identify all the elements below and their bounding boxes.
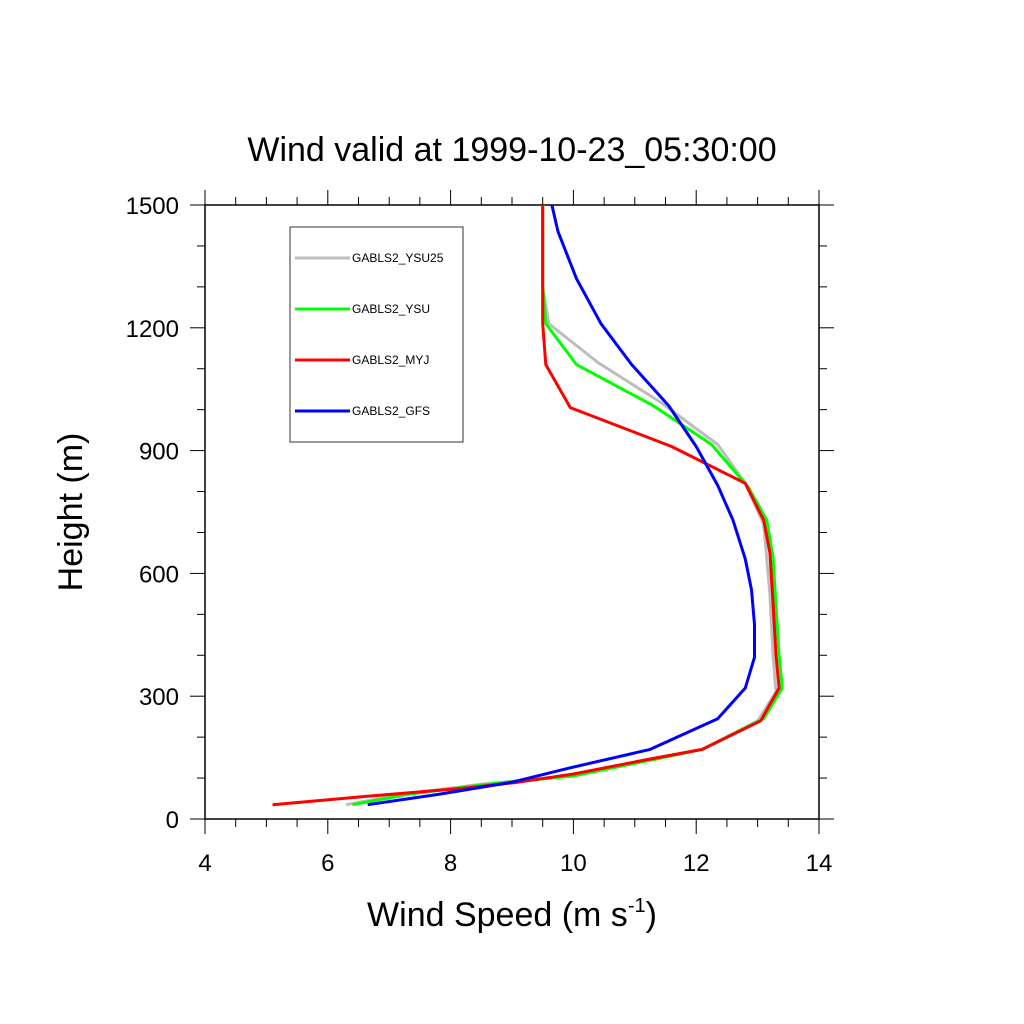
- x-axis-label: Wind Speed (m s-1): [367, 895, 657, 934]
- y-tick-label: 900: [139, 439, 179, 466]
- axis-ticks: [190, 190, 834, 834]
- legend: GABLS2_YSU25 GABLS2_YSU GABLS2_MYJ GABLS2_G…: [289, 226, 464, 443]
- legend-label: GABLS2_YSU: [352, 302, 430, 316]
- x-axis-label-tail: ): [646, 896, 657, 934]
- legend-label: GABLS2_GFS: [352, 404, 430, 418]
- legend-label: GABLS2_MYJ: [352, 353, 429, 367]
- chart-title: Wind valid at 1999-10-23_05:30:00: [247, 131, 776, 169]
- x-tick-label: 10: [560, 850, 587, 877]
- x-tick-label: 6: [321, 850, 334, 877]
- x-axis-label-superscript: -1: [628, 895, 646, 917]
- series-line-gabls2_myj: [272, 205, 781, 807]
- y-tick-label: 300: [139, 684, 179, 711]
- y-tick-label: 600: [139, 561, 179, 588]
- x-tick-label: 14: [806, 850, 833, 877]
- x-tick-label: 4: [198, 850, 211, 877]
- legend-box: [289, 226, 464, 443]
- y-tick-label: 1200: [126, 316, 179, 343]
- series-line-gabls2_gfs: [367, 204, 756, 807]
- series-line-gabls2_ysu: [352, 205, 784, 807]
- y-axis-label: Height (m): [52, 433, 90, 592]
- x-tick-label: 12: [683, 850, 710, 877]
- tick-labels: 4 6 8 10 12 14 0 300 600 900 1200 1500: [126, 193, 833, 877]
- x-tick-label: 8: [444, 850, 457, 877]
- series-lines: [272, 204, 784, 807]
- y-tick-label: 1500: [126, 193, 179, 220]
- legend-label: GABLS2_YSU25: [352, 251, 444, 265]
- y-tick-label: 0: [166, 807, 179, 834]
